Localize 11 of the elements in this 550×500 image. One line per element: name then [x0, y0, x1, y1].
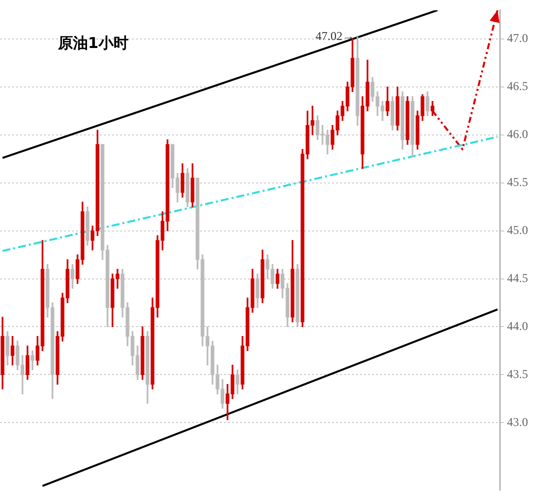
y-tick-label: 46.0: [507, 127, 528, 142]
y-tick-label: 45.0: [507, 222, 528, 237]
y-tick-label: 43.0: [507, 414, 528, 429]
y-tick-label: 44.5: [507, 270, 528, 285]
y-tick-label: 43.5: [507, 366, 528, 381]
text: 原油1小时: [58, 34, 128, 53]
y-tick-label: 47.0: [507, 31, 528, 46]
annotation: 47.02→: [316, 29, 354, 44]
y-tick-label: 44.0: [507, 318, 528, 333]
y-tick-label: 45.5: [507, 175, 528, 190]
y-tick-label: 46.5: [507, 79, 528, 94]
